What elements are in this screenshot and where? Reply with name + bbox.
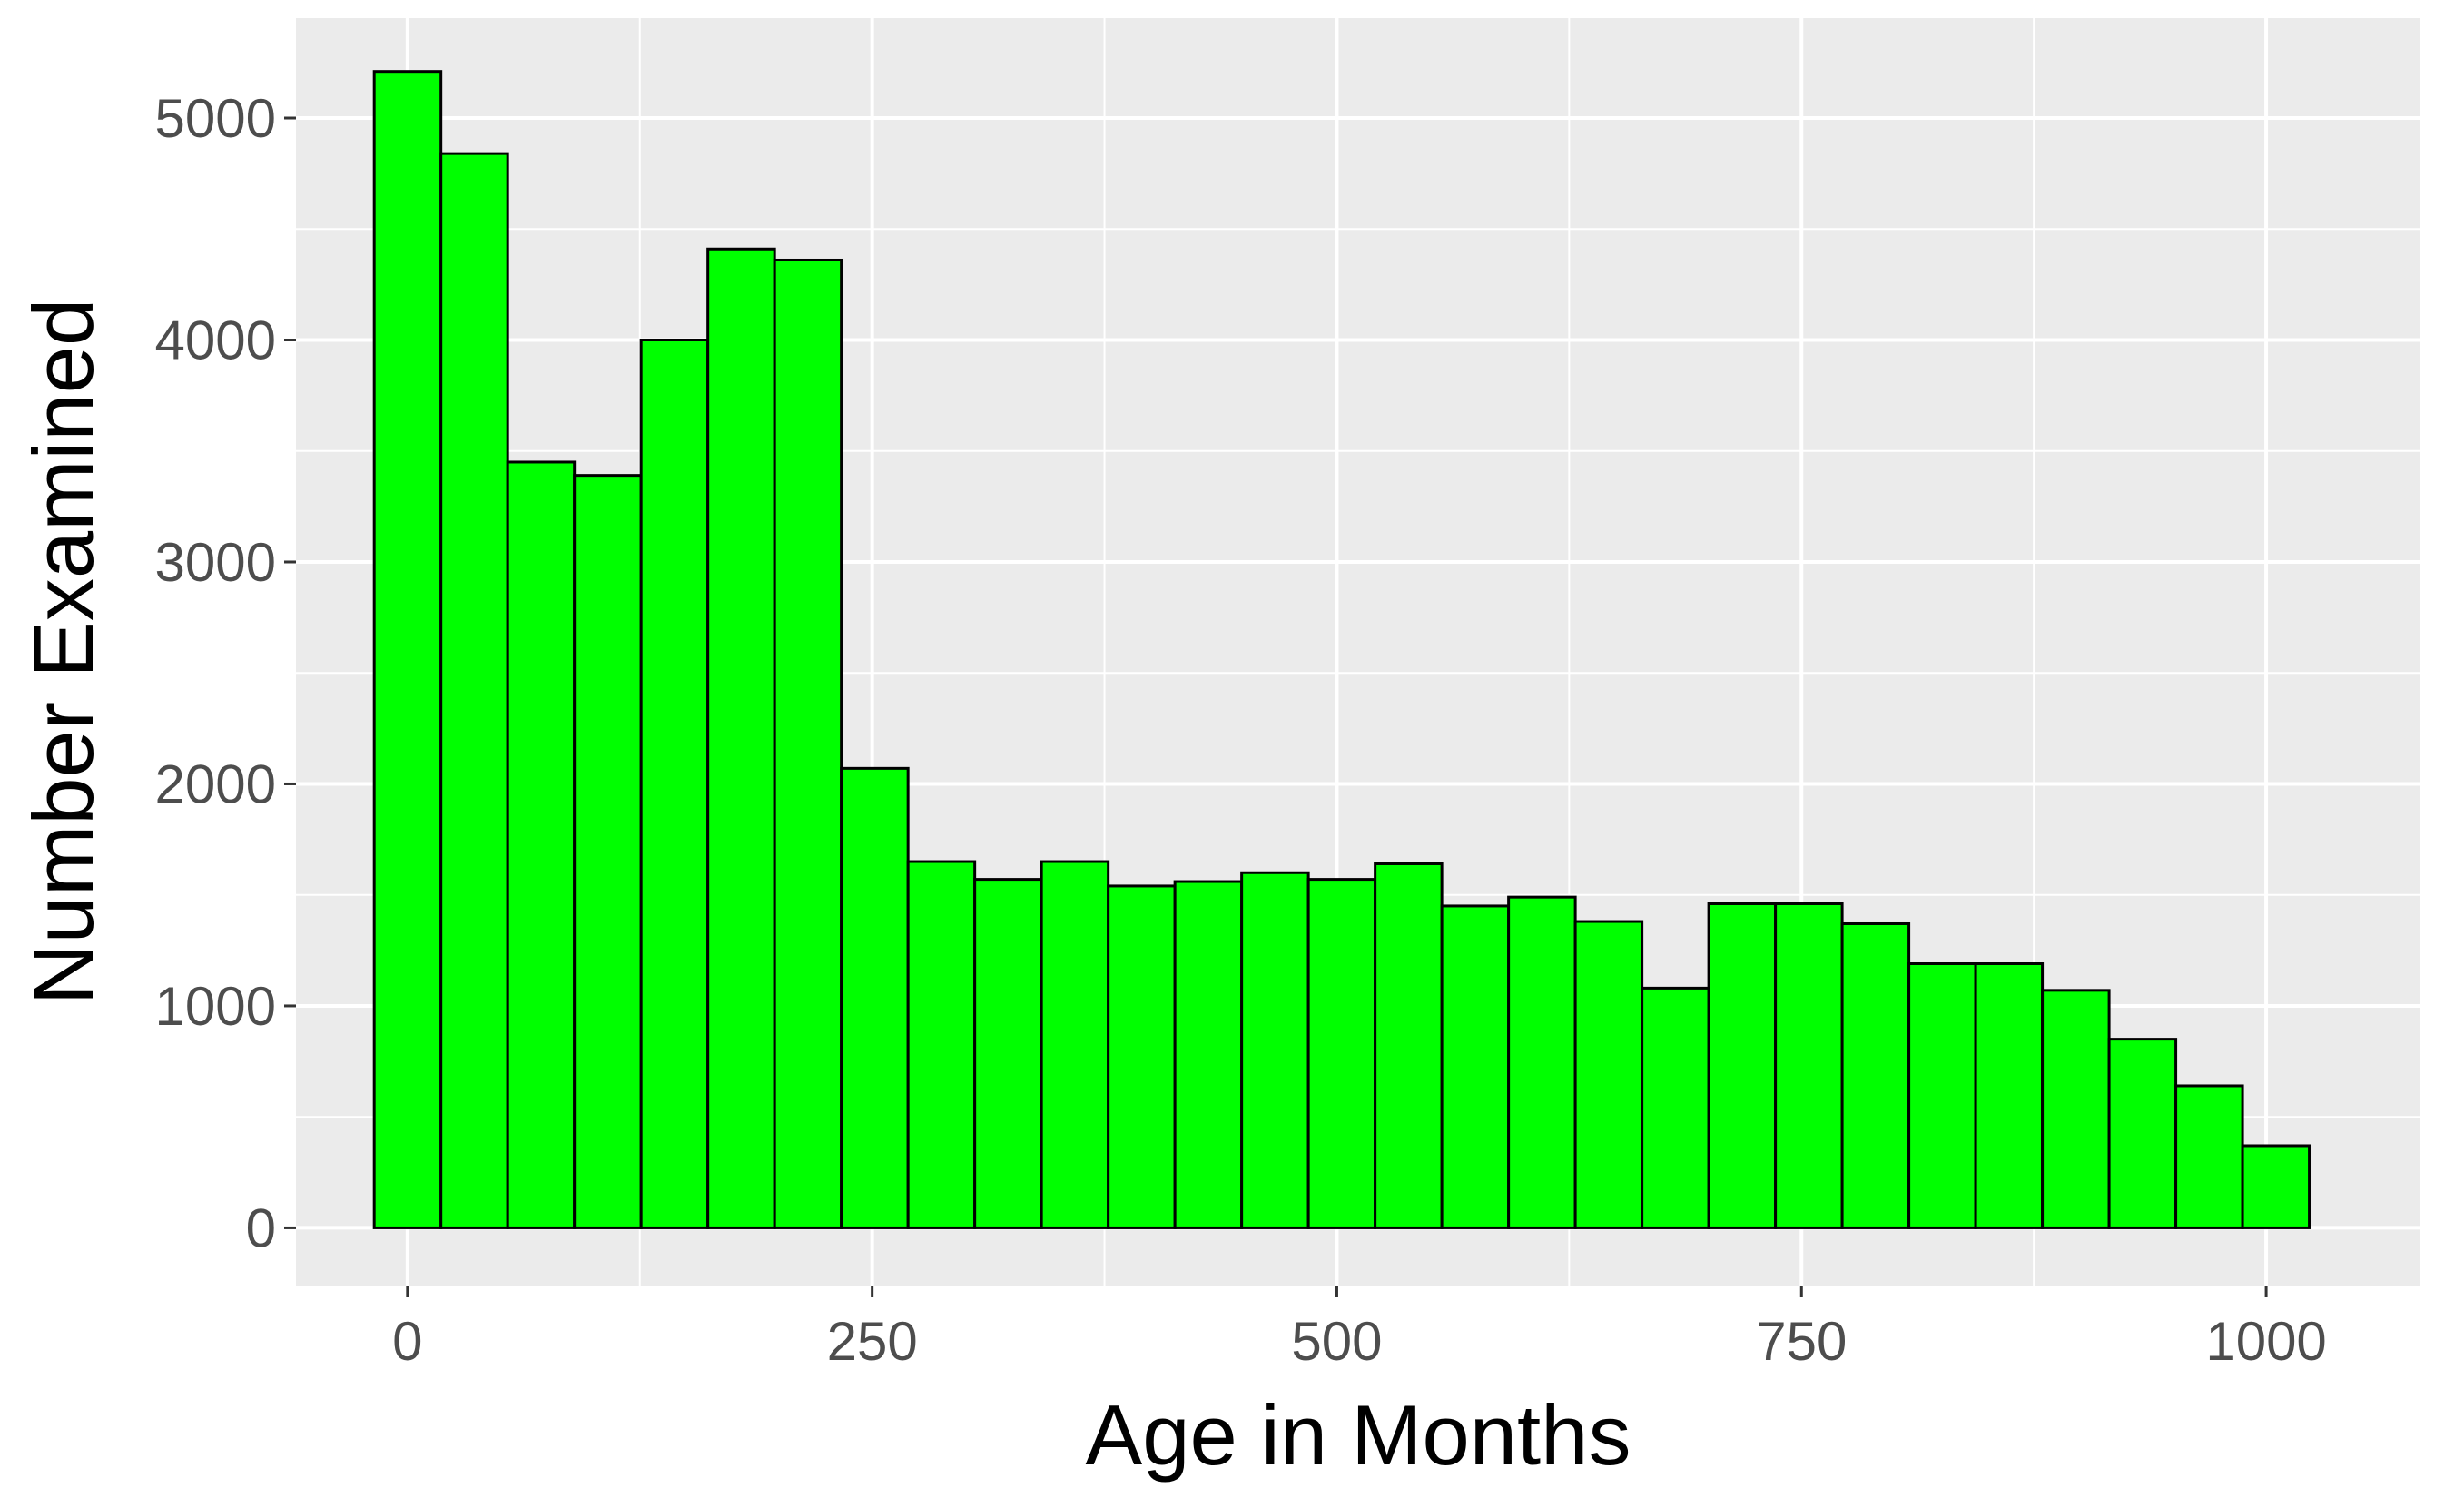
histogram-bar: [372, 70, 443, 1229]
x-tick-label: 1000: [2205, 1311, 2326, 1372]
y-tick-label: 2000: [155, 754, 276, 814]
histogram-bar: [906, 860, 977, 1229]
histogram-bar: [2174, 1084, 2244, 1229]
histogram-bar: [1374, 862, 1444, 1229]
histogram-bar: [706, 247, 776, 1229]
x-axis: 0 250 500 750 1000: [392, 1286, 2327, 1372]
histogram-bar: [1107, 884, 1177, 1229]
histogram-bar: [1306, 878, 1377, 1229]
histogram-bar: [1040, 860, 1110, 1229]
y-tick-label: 5000: [155, 88, 276, 149]
x-tick-label: 250: [827, 1311, 918, 1372]
y-axis: 0 1000 2000 3000 4000 5000: [155, 88, 296, 1258]
histogram-bar: [1173, 880, 1244, 1229]
histogram-bar: [840, 766, 910, 1229]
histogram-bar: [1240, 871, 1310, 1229]
histogram-bar: [1440, 904, 1511, 1229]
x-axis-title: Age in Months: [1086, 1387, 1631, 1483]
histogram-bar: [1507, 895, 1577, 1229]
histogram-bar: [1707, 902, 1778, 1229]
histogram-bar: [639, 339, 710, 1229]
histogram-bar: [1641, 986, 1710, 1229]
histogram-bar: [1907, 961, 1977, 1229]
y-tick-label: 0: [246, 1197, 276, 1258]
histogram-bar: [773, 258, 843, 1229]
histogram-bar: [439, 152, 509, 1229]
histogram-bar: [973, 878, 1043, 1229]
histogram-bar: [506, 460, 577, 1229]
histogram-bar: [2041, 989, 2111, 1229]
histogram-bar: [573, 474, 643, 1229]
y-axis-title: Number Examined: [15, 299, 111, 1005]
y-tick-label: 4000: [155, 310, 276, 371]
x-tick-label: 750: [1756, 1311, 1847, 1372]
histogram-bar: [1774, 902, 1844, 1229]
bars: [372, 70, 2311, 1229]
histogram-bar: [2107, 1038, 2178, 1229]
y-tick-label: 3000: [155, 532, 276, 593]
x-tick-label: 500: [1291, 1311, 1382, 1372]
histogram-bar: [2241, 1144, 2311, 1229]
histogram-bar: [1840, 921, 1911, 1229]
x-tick-label: 0: [392, 1311, 422, 1372]
histogram-bar: [1573, 920, 1644, 1229]
histogram-bar: [1974, 961, 2045, 1229]
y-tick-label: 1000: [155, 976, 276, 1037]
